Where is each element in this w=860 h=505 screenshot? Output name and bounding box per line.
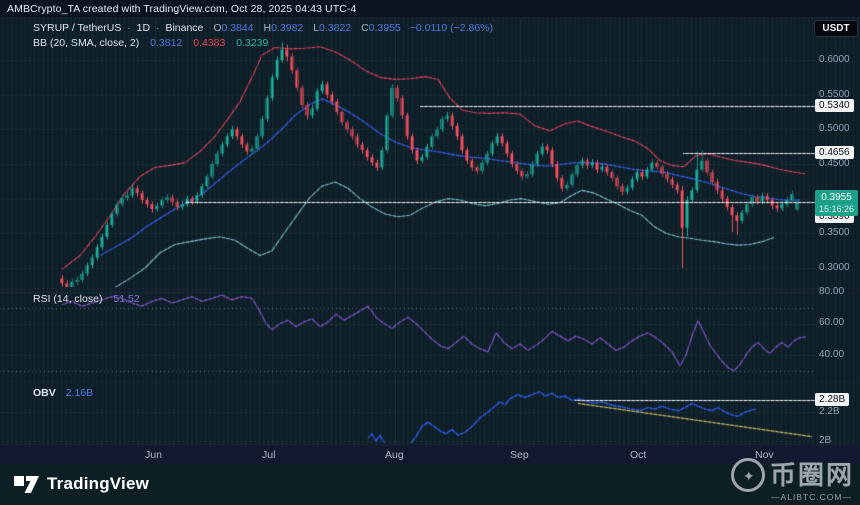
price-level-label[interactable]: 0.5340 bbox=[815, 99, 854, 112]
change-value: −0.0110 (−2.86%) bbox=[409, 22, 494, 34]
obv-value: 2.16B bbox=[65, 387, 94, 399]
time-tick-label[interactable]: Sep bbox=[510, 449, 529, 461]
tradingview-logo-icon bbox=[14, 475, 39, 493]
high-value: 0.3982 bbox=[271, 22, 304, 34]
rsi-legend[interactable]: RSI (14, close) 51.52 bbox=[33, 293, 140, 305]
top-watermark-text: AMBCrypto_TA created with TradingView.co… bbox=[7, 3, 357, 15]
obv-title[interactable]: OBV bbox=[33, 387, 56, 399]
symbol-legend[interactable]: SYRUP / TetherUS · 1D · Binance O0.3844 … bbox=[33, 22, 493, 34]
symbol-name[interactable]: SYRUP / TetherUS bbox=[33, 22, 122, 34]
price-tick-label: 0.4500 bbox=[819, 158, 850, 169]
bb-legend[interactable]: BB (20, SMA, close, 2) 0.3812 0.4383 0.3… bbox=[33, 37, 268, 49]
obv-legend[interactable]: OBV 2.16B bbox=[33, 387, 93, 399]
bb-title[interactable]: BB (20, SMA, close, 2) bbox=[33, 37, 140, 49]
tradingview-brand-name: TradingView bbox=[47, 474, 150, 493]
footer-bar: TradingView bbox=[0, 464, 860, 505]
price-tick-label: 0.6000 bbox=[819, 54, 850, 65]
bb-upper-value: 0.4383 bbox=[193, 37, 226, 49]
price-tick-label: 0.3500 bbox=[819, 227, 850, 238]
time-axis[interactable]: Jun Jul Aug Sep Oct Nov bbox=[0, 445, 860, 464]
time-tick-label[interactable]: Nov bbox=[755, 449, 774, 461]
biquanwang-logo-icon: ✦ bbox=[730, 458, 765, 492]
rsi-title[interactable]: RSI (14, close) bbox=[33, 293, 103, 305]
high-label: H bbox=[263, 22, 272, 34]
rsi-value: 51.52 bbox=[113, 293, 140, 305]
time-tick-label[interactable]: Oct bbox=[630, 449, 647, 461]
legend-separator: · bbox=[127, 22, 131, 34]
price-level-label[interactable]: 0.4656 bbox=[815, 146, 854, 159]
time-tick-label[interactable]: Jul bbox=[262, 449, 276, 461]
close-value: 0.3955 bbox=[368, 22, 401, 34]
obv-level-label[interactable]: 2.28B bbox=[815, 393, 850, 406]
time-tick-label[interactable]: Aug bbox=[385, 449, 404, 461]
exchange-label[interactable]: Binance bbox=[165, 22, 204, 34]
price-tick-label: 0.5500 bbox=[819, 89, 850, 100]
low-label: L bbox=[313, 22, 320, 34]
legend-separator: · bbox=[156, 22, 160, 34]
tradingview-brand[interactable]: TradingView bbox=[14, 474, 149, 494]
low-value: 0.3822 bbox=[319, 22, 352, 34]
interval-label[interactable]: 1D bbox=[136, 22, 151, 34]
rsi-tick-label: 60.00 bbox=[819, 317, 845, 328]
last-price-label[interactable]: 0.3955 15:16:26 bbox=[815, 190, 859, 216]
bb-lower-value: 0.3239 bbox=[236, 37, 269, 49]
open-value: 0.3844 bbox=[221, 22, 254, 34]
open-label: O bbox=[213, 22, 222, 34]
time-tick-label[interactable]: Jun bbox=[145, 449, 162, 461]
rsi-tick-label: 80.00 bbox=[819, 286, 845, 297]
close-label: C bbox=[361, 22, 369, 34]
bb-basis-value: 0.3812 bbox=[150, 37, 183, 49]
bottom-right-watermark: ✦ 币圈网 —ALIBTC.COM— bbox=[730, 458, 854, 502]
price-tick-label: 0.3000 bbox=[819, 262, 850, 273]
candle-countdown: 15:16:26 bbox=[819, 204, 855, 214]
currency-toggle-button[interactable]: USDT bbox=[814, 20, 858, 37]
price-tick-label: 0.5000 bbox=[819, 123, 850, 134]
obv-tick-label: 2B bbox=[819, 435, 832, 446]
top-watermark-strip: AMBCrypto_TA created with TradingView.co… bbox=[0, 0, 860, 17]
rsi-tick-label: 40.00 bbox=[819, 349, 845, 360]
logo-star-glyph: ✦ bbox=[742, 468, 755, 484]
obv-tick-label: 2.2B bbox=[819, 406, 840, 417]
watermark-site-text: —ALIBTC.COM— bbox=[771, 492, 852, 502]
watermark-cn-text: 币圈网 bbox=[769, 460, 854, 490]
